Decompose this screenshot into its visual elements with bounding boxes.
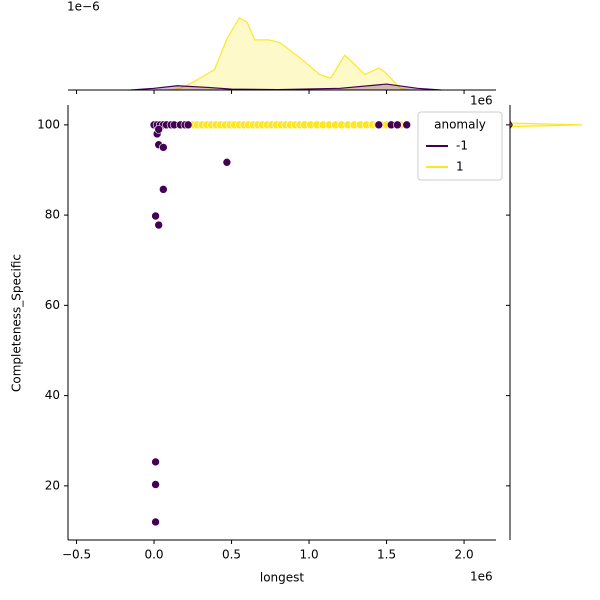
- x-tick-label: 1.0: [300, 548, 319, 562]
- point: [183, 120, 193, 130]
- x-tick-label: −0.5: [62, 548, 91, 562]
- point: [402, 120, 412, 130]
- y-axis-label: Completeness_Specific: [10, 254, 24, 392]
- point: [151, 457, 160, 467]
- legend-box: [417, 111, 503, 181]
- point: [374, 120, 384, 130]
- x-offset-label: 1e6: [470, 570, 493, 584]
- point: [154, 220, 163, 230]
- y-tick-label: 20: [45, 478, 60, 492]
- kde-right-curve: [509, 122, 583, 128]
- kde-top-curve: [130, 83, 441, 91]
- legend-label: 1: [456, 160, 464, 174]
- kde-right-curve: [509, 120, 513, 129]
- y-tick-label: 100: [37, 117, 60, 131]
- legend-label: -1: [456, 139, 468, 153]
- x-offset-label-top: 1e6: [470, 94, 493, 108]
- x-axis-label: longest: [260, 571, 305, 585]
- point: [151, 211, 160, 221]
- legend-title: anomaly: [434, 118, 486, 132]
- x-tick-label: 0.5: [222, 548, 241, 562]
- point: [154, 125, 163, 134]
- x-tick-label: 1.5: [377, 548, 396, 562]
- y-tick-label: 80: [45, 208, 60, 222]
- legend: anomaly -1 1: [417, 111, 503, 181]
- y-tick-label: 40: [45, 388, 60, 402]
- point: [393, 120, 402, 130]
- point: [159, 143, 168, 152]
- point: [151, 517, 160, 527]
- kde-top-curve: [169, 16, 410, 91]
- x-tick-label: 2.0: [455, 548, 474, 562]
- point: [159, 185, 168, 194]
- point: [222, 158, 232, 167]
- x-tick-label: 0.0: [144, 548, 163, 562]
- y-tick-label: 60: [45, 298, 60, 312]
- density-offset-label: 1e−6: [67, 0, 100, 14]
- point: [151, 480, 160, 489]
